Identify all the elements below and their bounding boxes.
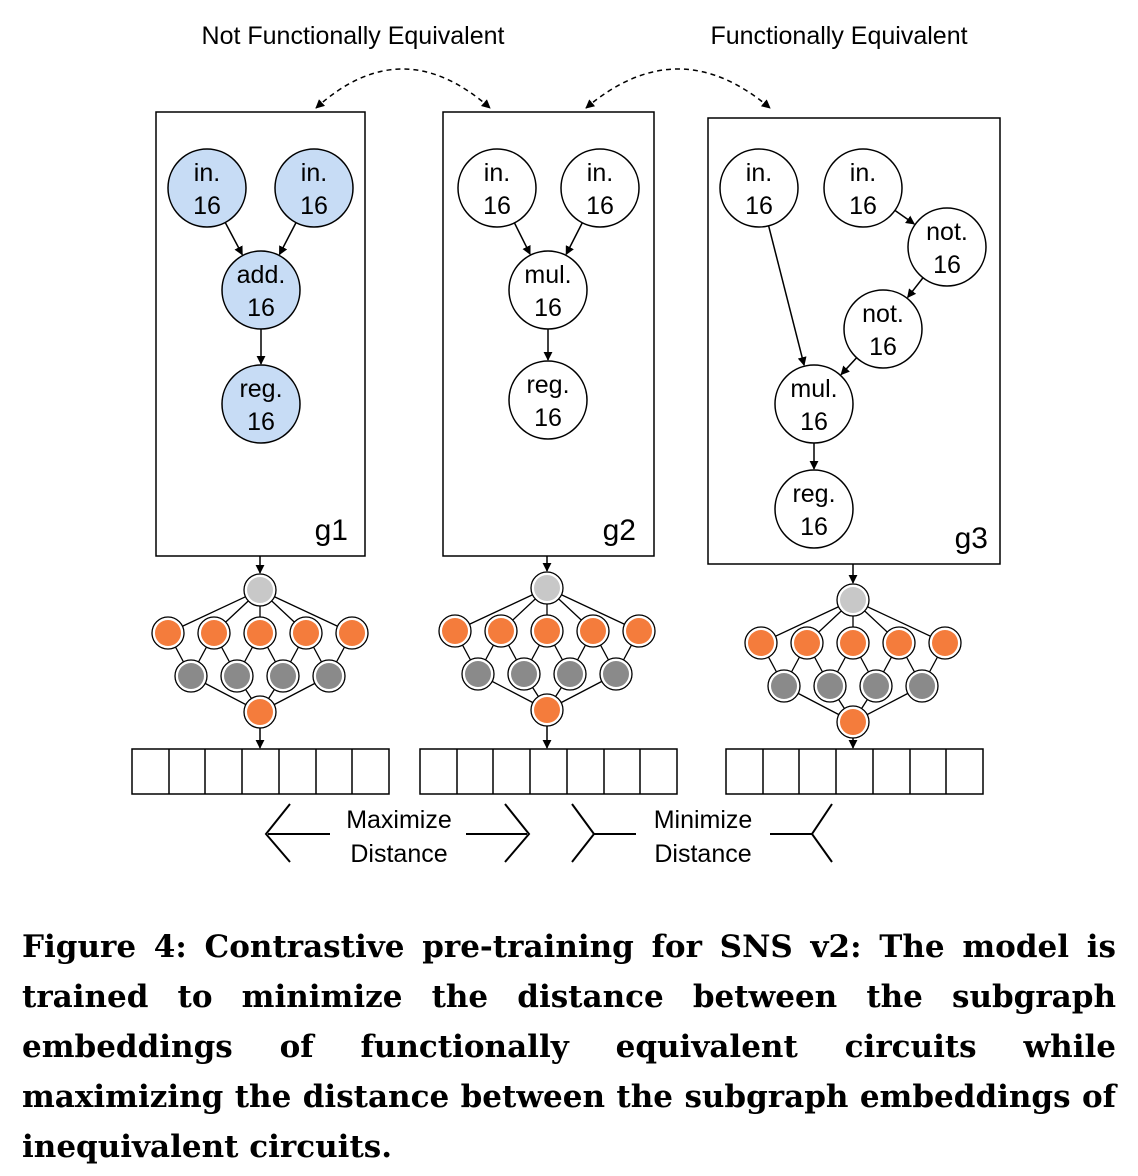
graph-edge [278, 222, 297, 256]
circuit-node: not. 16 [907, 207, 987, 287]
minimize-distance-arrows [571, 803, 833, 863]
neural-networks [151, 556, 962, 749]
node-width-label: 16 [300, 192, 328, 220]
graph-edge [565, 222, 583, 256]
minimize-label-line1: Minimize [654, 806, 753, 834]
node-op-label: mul. [524, 261, 571, 289]
maximize-distance-arrows [264, 803, 531, 863]
circuit-node: in. 16 [560, 148, 640, 228]
node-width-label: 16 [534, 404, 562, 432]
graph-label-g3: g3 [955, 522, 988, 555]
node-op-label: mul. [790, 375, 837, 403]
equivalent-arrow [585, 68, 771, 109]
embedding-vector-g2 [419, 748, 678, 795]
node-op-label: reg. [239, 375, 282, 403]
circuit-node: add. 16 [221, 250, 301, 330]
graph-edge [907, 277, 924, 299]
node-op-label: in. [850, 159, 876, 187]
circuit-node: in. 16 [719, 148, 799, 228]
node-op-label: reg. [792, 480, 835, 508]
node-op-label: add. [237, 261, 286, 289]
circuit-node: reg. 16 [774, 469, 854, 549]
node-width-label: 16 [247, 408, 275, 436]
equivalent-label: Functionally Equivalent [710, 22, 967, 50]
circuit-node: mul. 16 [774, 364, 854, 444]
graph-edge [513, 222, 531, 256]
circuit-graphs: in.16in.16add.16reg.16in.16in.16mul.16re… [167, 148, 987, 549]
circuit-node: reg. 16 [508, 360, 588, 440]
node-width-label: 16 [534, 294, 562, 322]
figure-caption: Figure 4: Contrastive pre-training for S… [22, 929, 1116, 1165]
encoder-network-3 [744, 564, 962, 749]
node-width-label: 16 [800, 408, 828, 436]
node-width-label: 16 [849, 192, 877, 220]
node-op-label: in. [746, 159, 772, 187]
circuit-graph-g3: in. 16 in. 16 not. 16 not. 16 mul. 16 reg. 16 [719, 148, 987, 549]
node-width-label: 16 [800, 513, 828, 541]
circuit-node: in. 16 [167, 148, 247, 228]
maximize-label-line1: Maximize [346, 806, 452, 834]
circuit-node: not. 16 [843, 289, 923, 369]
circuit-node: in. 16 [457, 148, 537, 228]
circuit-node: mul. 16 [508, 250, 588, 330]
node-width-label: 16 [247, 294, 275, 322]
node-op-label: in. [194, 159, 220, 187]
not-equivalent-label: Not Functionally Equivalent [202, 22, 505, 50]
encoder-network-1 [151, 556, 369, 749]
node-op-label: in. [301, 159, 327, 187]
circuit-node: reg. 16 [221, 364, 301, 444]
encoder-network-2 [438, 556, 656, 749]
node-op-label: not. [862, 300, 904, 328]
circuit-graph-g1: in. 16 in. 16 add. 16 reg. 16 [167, 148, 354, 444]
graph-label-g2: g2 [603, 514, 636, 547]
node-width-label: 16 [193, 192, 221, 220]
node-op-label: in. [484, 159, 510, 187]
node-op-label: reg. [526, 371, 569, 399]
circuit-node: in. 16 [823, 148, 903, 228]
node-op-label: not. [926, 218, 968, 246]
graph-edge [767, 225, 807, 367]
node-width-label: 16 [483, 192, 511, 220]
maximize-label-line2: Distance [350, 840, 447, 868]
node-width-label: 16 [933, 251, 961, 279]
circuit-node: in. 16 [274, 148, 354, 228]
node-op-label: in. [587, 159, 613, 187]
graph-label-g1: g1 [315, 514, 348, 547]
node-width-label: 16 [745, 192, 773, 220]
graph-edge [224, 222, 243, 256]
graph-edge [894, 209, 916, 225]
minimize-label-line2: Distance [654, 840, 751, 868]
embedding-vector-g1 [131, 748, 390, 795]
not-equivalent-arrow [315, 68, 491, 109]
contrastive-diagram: Not Functionally Equivalent Functionally… [131, 22, 1001, 868]
embedding-vector-g3 [725, 748, 984, 795]
circuit-graph-g2: in. 16 in. 16 mul. 16 reg. 16 [457, 148, 640, 440]
node-width-label: 16 [869, 333, 897, 361]
graph-box-g2 [442, 111, 655, 557]
graph-box-g3 [707, 117, 1001, 565]
graph-edge [840, 357, 858, 376]
node-width-label: 16 [586, 192, 614, 220]
